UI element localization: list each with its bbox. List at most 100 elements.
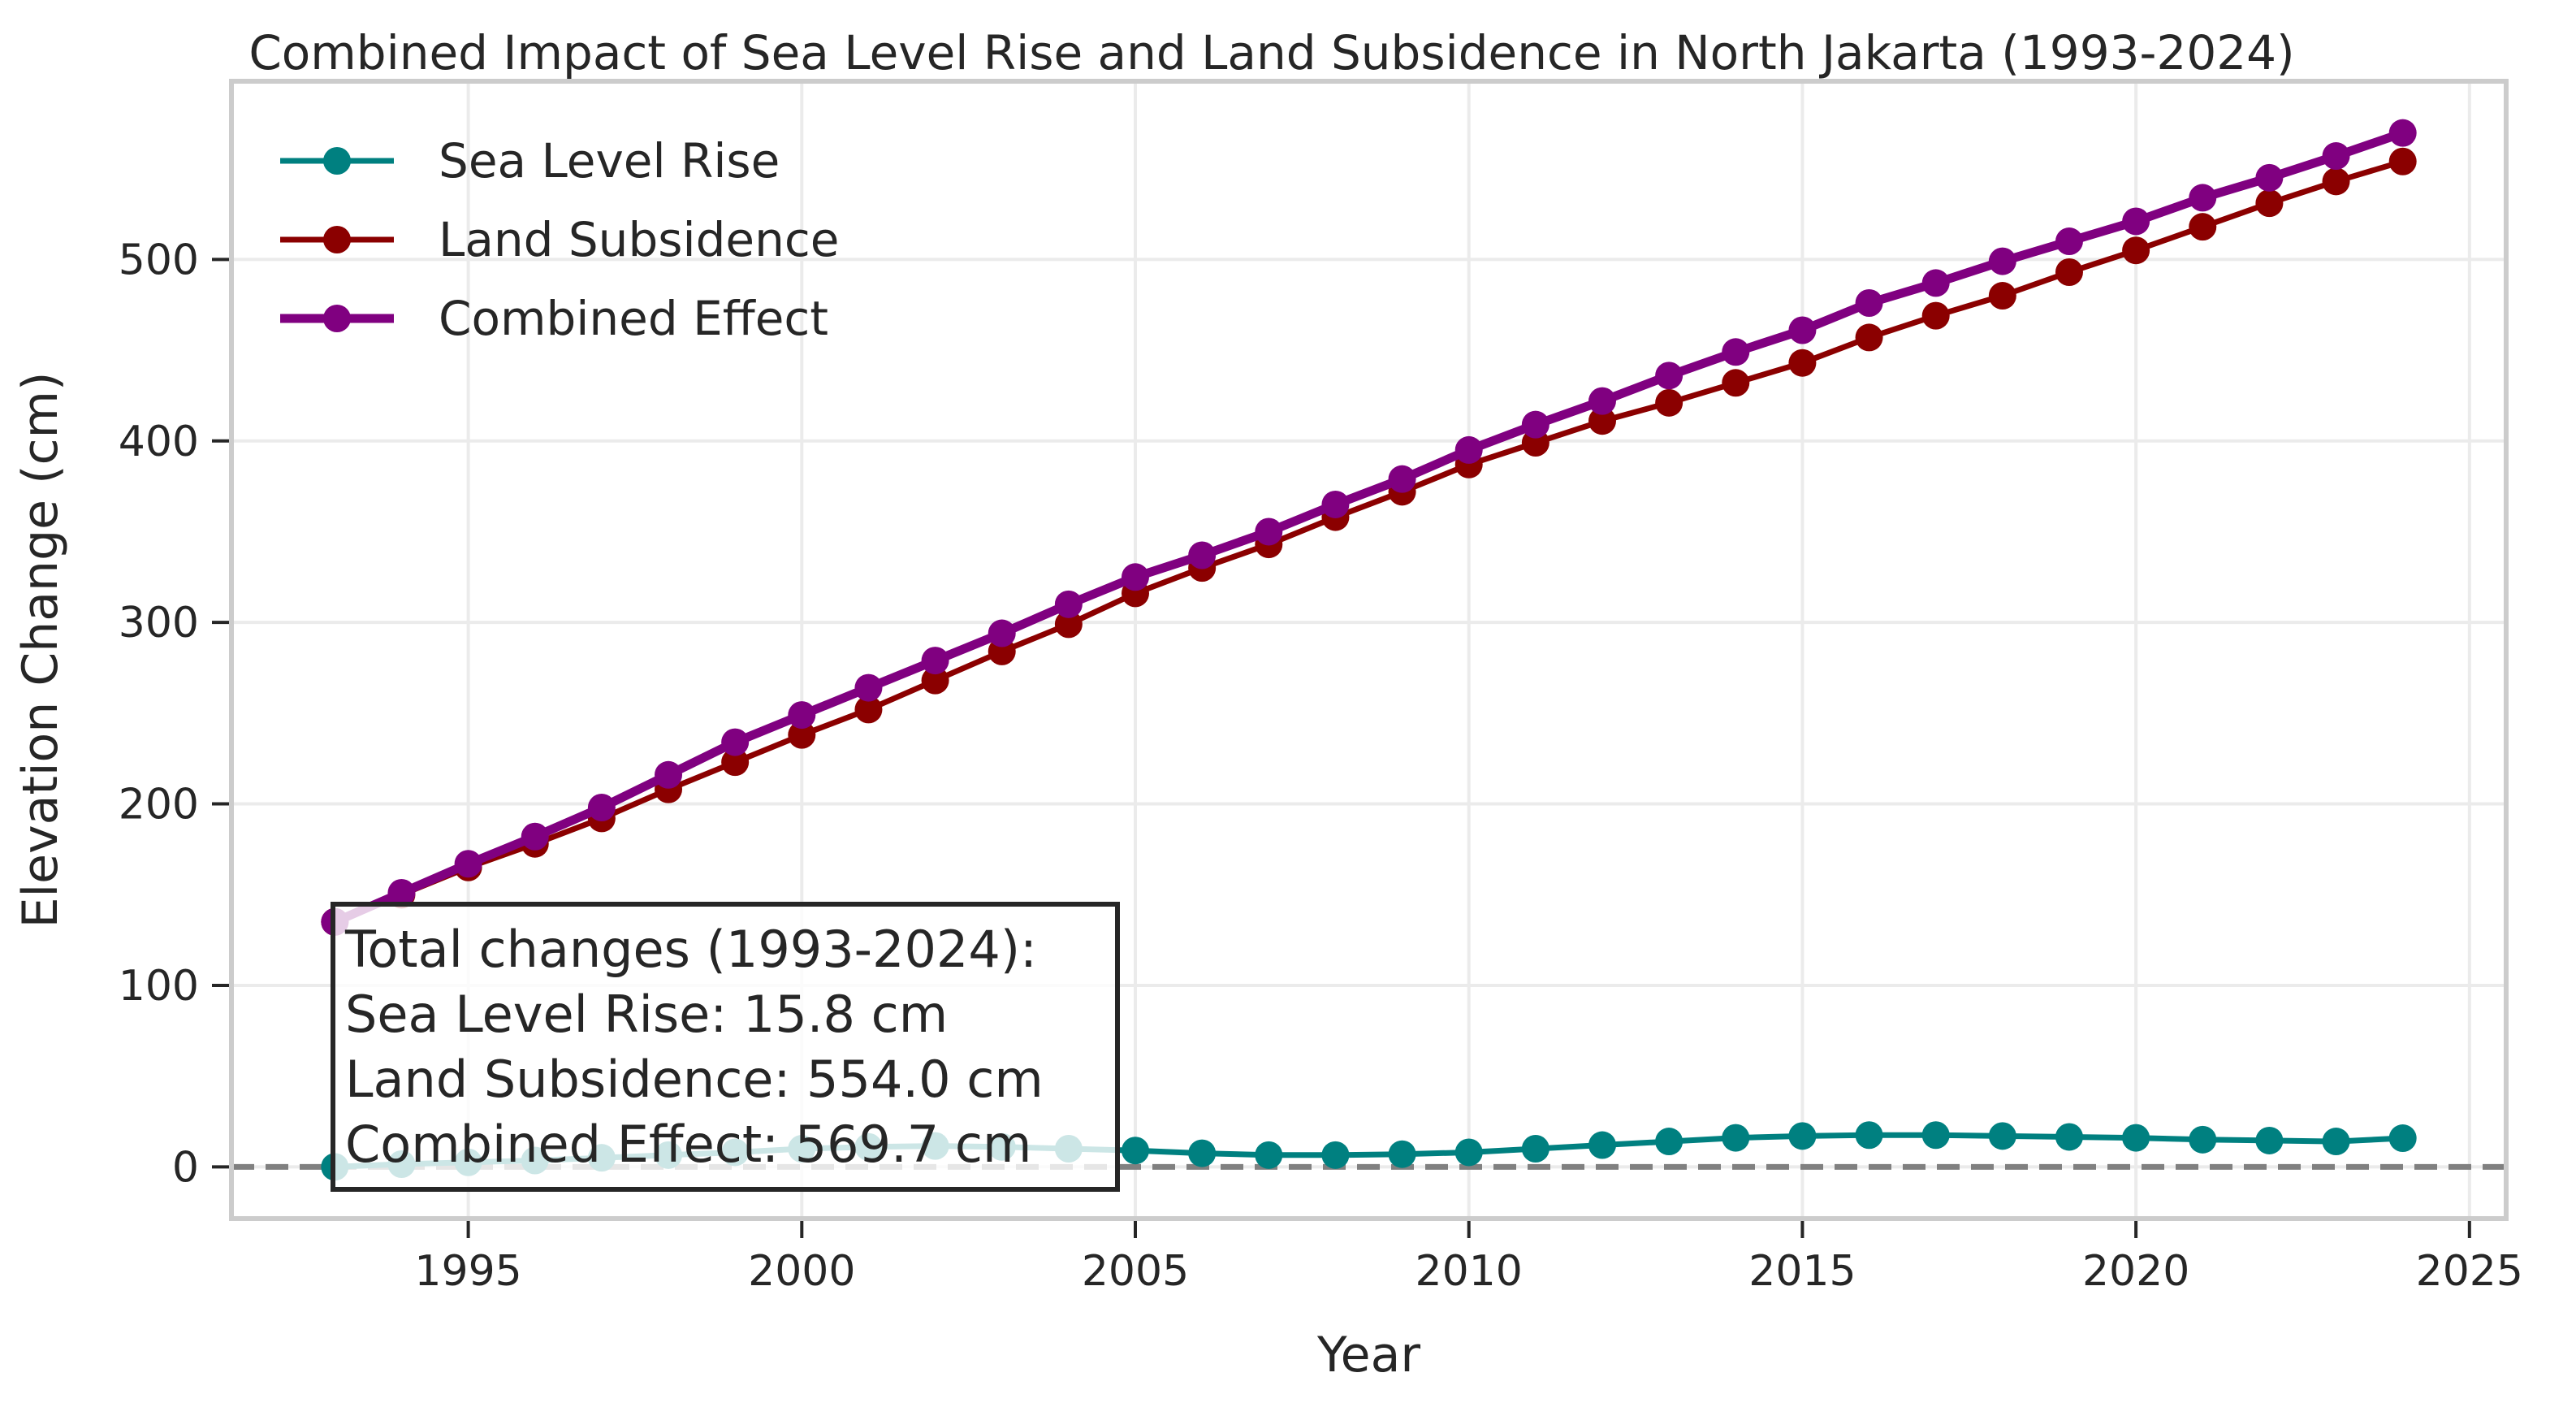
legend-item-land-subsidence: Land Subsidence [280,212,839,267]
data-point-land-subsidence [1054,610,1083,639]
data-point-land-subsidence [2189,213,2217,241]
x-axis-label: Year [1316,1327,1420,1384]
data-point-combined-effect [655,760,683,789]
y-tick-label: 200 [119,781,199,829]
x-tick-label: 2020 [2082,1247,2189,1296]
legend-swatch-marker [323,226,351,253]
data-point-land-subsidence [2388,147,2417,175]
data-point-land-subsidence [788,721,816,749]
data-point-combined-effect [921,647,949,675]
data-point-sea-level-rise [1788,1122,1817,1150]
y-tick-label: 100 [119,962,199,1011]
data-point-combined-effect [1054,590,1083,618]
data-point-sea-level-rise [1255,1141,1283,1169]
x-tick-label: 2005 [1082,1247,1189,1296]
data-point-combined-effect [1588,387,1616,415]
y-axis-label: Elevation Change (cm) [12,372,69,929]
data-point-land-subsidence [854,695,883,724]
data-point-combined-effect [854,673,883,702]
data-point-sea-level-rise [1988,1122,2016,1150]
data-point-combined-effect [2055,227,2083,256]
legend-item-sea-level-rise: Sea Level Rise [280,133,780,188]
data-point-combined-effect [1855,288,1883,317]
data-point-sea-level-rise [1388,1140,1416,1168]
data-point-sea-level-rise [1588,1131,1616,1159]
data-point-combined-effect [2255,163,2284,192]
data-point-combined-effect [1122,563,1150,591]
data-point-combined-effect [587,794,616,822]
data-point-combined-effect [1722,338,1750,366]
data-point-sea-level-rise [1454,1138,1483,1167]
series-combined-effect [321,119,2417,936]
data-point-combined-effect [454,850,482,878]
legend-label: Land Subsidence [439,212,839,267]
y-tick-label: 400 [119,418,199,466]
annotation-line: Sea Level Rise: 15.8 cm [345,985,948,1044]
data-point-land-subsidence [1988,282,2016,310]
data-point-combined-effect [788,701,816,730]
chart-title: Combined Impact of Sea Level Rise and La… [249,25,2294,80]
plot-frame [229,79,2509,1221]
data-point-land-subsidence [1588,407,1616,435]
data-point-land-subsidence [921,666,949,695]
annotation-frame [331,902,1120,1192]
annotation-box: Total changes (1993-2024): Sea Level Rise… [331,902,1120,1192]
data-point-combined-effect [1921,269,1950,297]
data-point-combined-effect [1321,490,1350,518]
data-point-sea-level-rise [1722,1124,1750,1152]
legend: Sea Level Rise Land Subsidence Combined Ef… [280,133,839,346]
data-point-combined-effect [1788,316,1817,344]
x-tick-label: 2025 [2416,1247,2523,1296]
data-point-sea-level-rise [2055,1123,2083,1151]
data-point-sea-level-rise [2255,1126,2284,1154]
y-tick-label: 300 [119,599,199,647]
x-tick-label: 1995 [414,1247,521,1296]
annotation-line: Total changes (1993-2024): [344,920,1037,979]
data-point-sea-level-rise [2322,1128,2350,1156]
data-point-land-subsidence [2055,258,2083,287]
data-point-sea-level-rise [1122,1137,1150,1165]
data-point-land-subsidence [1722,369,1750,397]
data-point-sea-level-rise [1321,1141,1350,1169]
annotation-line: Land Subsidence: 554.0 cm [345,1050,1044,1109]
x-tick-label: 2010 [1416,1247,1523,1296]
data-point-sea-level-rise [1188,1139,1217,1167]
data-point-land-subsidence [1921,301,1950,330]
data-point-combined-effect [1388,465,1416,493]
data-point-land-subsidence [1788,349,1817,377]
data-point-combined-effect [721,728,750,756]
legend-label: Sea Level Rise [439,133,780,188]
data-point-land-subsidence [2255,189,2284,218]
y-tick-label: 0 [172,1143,199,1192]
legend-label: Combined Effect [439,291,828,346]
data-point-land-subsidence [2322,167,2350,196]
data-point-sea-level-rise [2388,1124,2417,1153]
x-tick-label: 2000 [748,1247,855,1296]
annotation-line: Combined Effect: 569.7 cm [345,1115,1031,1174]
axes: 1995 2000 2005 2010 2015 2020 2025 0 100 200 300 40… [119,236,2523,1296]
data-point-sea-level-rise [1855,1121,1883,1150]
data-point-combined-effect [2388,119,2417,147]
data-point-combined-effect [521,822,549,851]
legend-item-combined-effect: Combined Effect [280,291,828,346]
data-point-combined-effect [1188,541,1217,569]
data-point-combined-effect [1655,362,1683,390]
data-point-combined-effect [1521,410,1549,439]
data-point-land-subsidence [1855,323,1883,352]
series-layer [231,119,2506,1181]
data-point-combined-effect [2322,142,2350,171]
data-point-land-subsidence [2122,236,2150,265]
data-point-land-subsidence [1655,388,1683,417]
data-point-combined-effect [2122,207,2150,236]
data-point-combined-effect [1454,435,1483,464]
data-point-sea-level-rise [2189,1125,2217,1154]
data-point-sea-level-rise [1921,1121,1950,1150]
x-tick-label: 2015 [1748,1247,1856,1296]
data-point-sea-level-rise [1655,1128,1683,1156]
data-point-combined-effect [1255,517,1283,546]
legend-swatch-marker [323,147,351,175]
data-point-combined-effect [387,879,416,907]
data-point-sea-level-rise [2122,1124,2150,1152]
